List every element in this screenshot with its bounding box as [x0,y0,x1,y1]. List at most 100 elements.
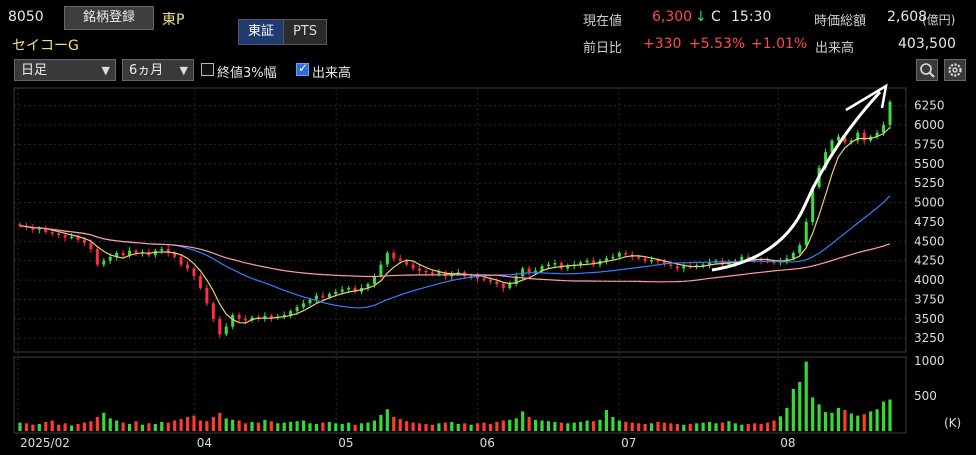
volume-bar [243,423,248,431]
volume-bar [334,423,338,431]
candle-body [579,262,583,265]
candle-body [392,252,396,259]
volume-bar [643,424,647,431]
candle-body [856,132,860,141]
volume-bar [740,424,744,431]
volume-bar [611,417,615,431]
volume-bar [488,424,493,431]
candle-body [675,266,679,269]
candle-body [637,256,641,259]
candle-body [76,236,80,240]
volume-bar [649,423,654,431]
market-cap-value: 2,608 [887,9,928,25]
candle-body [160,249,164,251]
y-tick-label: 4000 [914,273,945,287]
volume-bar [392,417,396,431]
tab-tse[interactable]: 東証 [238,19,284,45]
volume-bar [572,422,576,431]
volume-bar [359,423,364,431]
candle-body [198,276,202,288]
volume-bar [218,412,222,431]
market-cap-unit: (億円) [922,13,956,27]
candle-body [211,303,215,319]
volume-bar [417,423,422,431]
volume-bar [591,421,596,431]
volume-bar [682,424,686,431]
volume-bar [379,414,383,431]
volume-bar [514,418,518,431]
candle-body [740,256,744,261]
candle-body [50,232,54,234]
y-tick-label: 4500 [914,234,945,248]
volume-bar [785,407,789,431]
volume-bar [727,421,731,431]
y-tick-label: 5250 [914,176,945,190]
candle-body [192,268,196,277]
candle-body [115,252,119,257]
volume-bar [630,422,634,431]
candle-body [424,270,428,273]
tab-pts[interactable]: PTS [283,19,327,45]
volume-bar [533,419,538,431]
candle-body [108,256,112,261]
volume-bar [237,420,241,431]
volume-bar [314,424,319,431]
candle-body [824,152,828,168]
candle-body [57,233,61,236]
volume-bar [823,412,828,431]
period-select[interactable]: 日足 ▼ [14,59,116,81]
volume-bar [405,421,409,431]
candle-body [314,295,318,300]
candle-body [682,266,686,269]
volume-bar [701,422,705,431]
candle-body [44,228,48,233]
volume-bar [24,423,29,431]
close-3pct-checkbox[interactable] [201,63,214,76]
volume-bar [669,423,673,431]
candle-body [534,270,538,273]
volume-bar [856,415,860,431]
candle-body [18,224,22,226]
volume-bar [546,421,551,431]
candle-body [121,252,125,256]
candle-body [611,256,615,259]
register-stock-button[interactable]: 銘柄登録 [64,6,154,30]
candle-body [862,132,866,141]
volume-bar [881,401,886,431]
candle-body [205,287,209,304]
change-percent-2: +1.01% [751,36,808,52]
volume-bar [340,424,344,431]
volume-bar [347,422,351,431]
candle-body [334,291,338,295]
candle-body [643,258,647,261]
candle-body [488,280,492,282]
candle-body [476,276,480,279]
volume-bar [469,424,473,431]
volume-bar [76,424,80,431]
candle-body [585,260,589,263]
volume-bar [527,417,531,431]
volume-bar [127,424,132,431]
y-tick-label: 3750 [914,292,945,306]
volume-bar [173,420,177,431]
candle-body [269,315,273,319]
volume-bar [791,389,795,431]
range-select[interactable]: 6ヵ月 ▼ [122,59,194,81]
settings-button[interactable] [944,59,966,81]
x-tick-label: 06 [480,436,495,450]
candle-body [843,136,847,143]
volume-tick-label: 1000 [914,354,945,368]
volume-bar [327,421,331,431]
volume-bar [598,419,602,431]
candle-body [173,252,177,257]
y-tick-label: 3500 [914,312,945,326]
volume-bar [463,423,467,431]
y-tick-label: 4250 [914,254,945,268]
volume-bar [585,420,589,431]
volume-bar [695,423,699,431]
zoom-button[interactable] [916,59,938,81]
volume-checkbox[interactable] [296,61,309,76]
candle-body [650,259,654,262]
volume-bar [778,416,783,431]
